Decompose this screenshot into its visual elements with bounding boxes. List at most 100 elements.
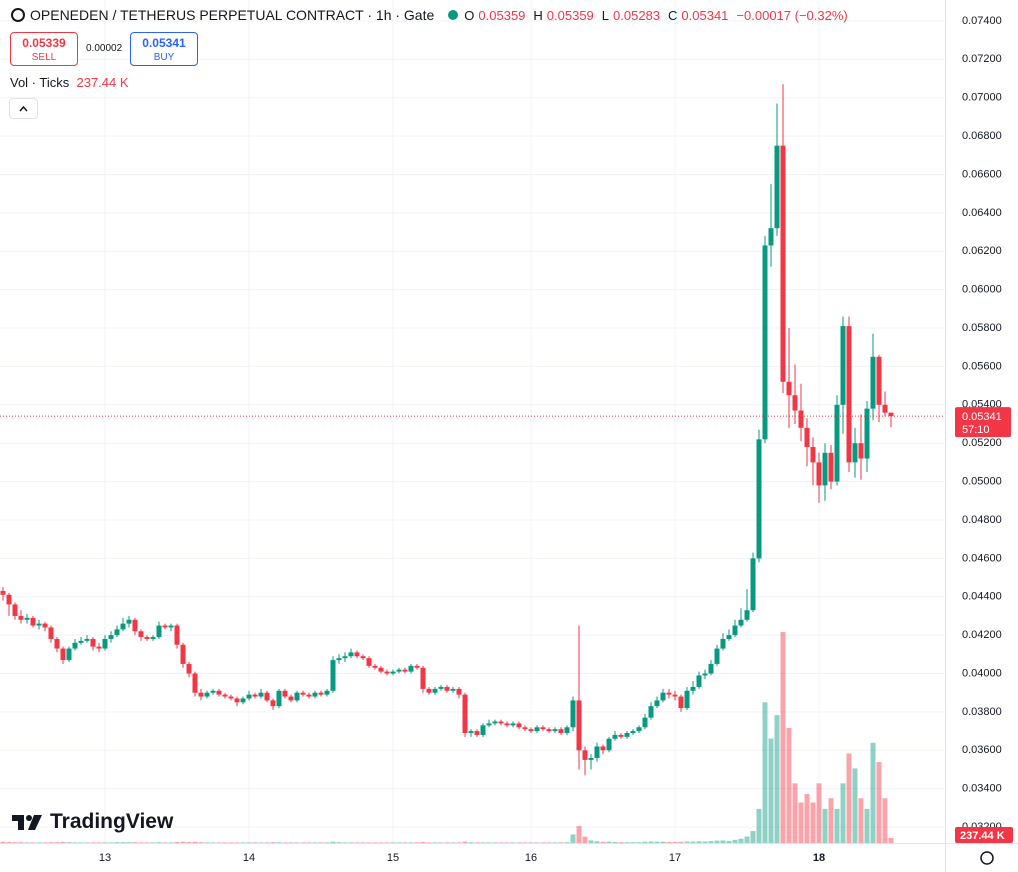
volume-bar [264, 842, 270, 843]
candle-body [804, 427, 810, 448]
volume-bar [690, 841, 696, 843]
candle-body [810, 447, 816, 463]
candle-body [54, 638, 60, 649]
collapse-button[interactable] [9, 98, 38, 119]
low-key: L [601, 7, 610, 23]
y-tick-label: 0.07000 [962, 92, 1002, 104]
candle-body [474, 731, 480, 735]
candle-body [684, 690, 690, 709]
y-tick-label: 0.03600 [962, 744, 1002, 756]
candle-body [300, 692, 306, 695]
x-tick-label: 14 [243, 852, 255, 864]
volume-bar [780, 632, 786, 843]
candle-body [84, 638, 90, 641]
volume-bar [162, 842, 168, 843]
spread: 0.00002 [86, 43, 123, 54]
volume-bar [252, 842, 258, 843]
volume-bar [342, 842, 348, 843]
candle-body [540, 727, 546, 730]
candle-body [546, 729, 552, 732]
volume-bar [804, 793, 810, 843]
volume-bar [54, 842, 60, 843]
candle-body [504, 723, 510, 726]
volume-bar [882, 798, 888, 843]
candle-body [342, 656, 348, 659]
candle-body [528, 729, 534, 732]
volume-bar [516, 842, 522, 843]
volume-bar [810, 802, 816, 843]
sell-button[interactable]: 0.05339 SELL [10, 32, 78, 66]
candle-body [618, 734, 624, 737]
candle-body [156, 625, 162, 638]
candle-body [384, 671, 390, 674]
volume-bar [546, 842, 552, 843]
volume-bar [306, 842, 312, 843]
volume-bar [450, 842, 456, 843]
candle-body [252, 694, 258, 697]
candle-body [414, 665, 420, 668]
y-tick-label: 0.04600 [962, 552, 1002, 564]
candle-body [390, 671, 396, 674]
candle-body [444, 686, 450, 691]
candle-body [738, 619, 744, 626]
volume-bar [720, 840, 726, 843]
candle-body [402, 669, 408, 672]
candle-body [198, 692, 204, 697]
candle-body [660, 692, 666, 701]
volume-bar [30, 842, 36, 843]
volume-bar [630, 842, 636, 843]
market-status [448, 10, 459, 20]
y-tick-label: 0.04200 [962, 629, 1002, 641]
volume-bar [750, 831, 756, 843]
candle-body [522, 727, 528, 730]
volume-bar [828, 798, 834, 843]
candle-body [30, 617, 36, 626]
volume-bar [408, 842, 414, 843]
volume-bar [864, 808, 870, 843]
volume-bar [192, 841, 198, 843]
candle-body [108, 635, 114, 639]
candle-body [60, 648, 66, 661]
candle-body [24, 617, 30, 620]
symbol-title: OPENEDEN / TETHERUS PERPETUAL CONTRACT ·… [30, 7, 435, 23]
volume-axis-box [955, 827, 1013, 843]
volume-bar [234, 842, 240, 843]
candle-body [192, 673, 198, 693]
candle-body [696, 675, 702, 687]
candle-body [456, 688, 462, 695]
volume-bar [198, 842, 204, 843]
volume-bar [648, 841, 654, 843]
candle-body [720, 638, 726, 649]
candle-body [330, 660, 336, 691]
volume-bar [0, 841, 6, 843]
volume-bar [756, 808, 762, 843]
volume-bar [186, 841, 192, 843]
candle-body [366, 658, 372, 666]
open-value: 0.05359 [478, 7, 526, 23]
volume-legend: Vol · Ticks 237.44 K [10, 75, 129, 90]
candle-body [552, 729, 558, 732]
candle-body [36, 623, 42, 626]
candle-body [126, 619, 132, 624]
candle-body [378, 667, 384, 672]
y-tick-label: 0.05800 [962, 322, 1002, 334]
volume-bar [12, 842, 18, 843]
candle-body [210, 690, 216, 693]
candle-body [312, 692, 318, 697]
candle-body [336, 658, 342, 661]
volume-bar [294, 842, 300, 843]
y-tick-label: 0.06800 [962, 130, 1002, 142]
buy-button[interactable]: 0.05341 BUY [130, 32, 198, 66]
volume-bar [792, 783, 798, 843]
volume-bar [204, 842, 210, 843]
volume-bar [822, 808, 828, 843]
volume-bar [540, 842, 546, 843]
candle-body [354, 652, 360, 657]
volume-bar [18, 842, 24, 843]
volume-bar [114, 842, 120, 843]
volume-bar [336, 842, 342, 843]
settings-icon[interactable] [980, 851, 994, 865]
volume-bar [762, 702, 768, 843]
low-value: 0.05283 [613, 7, 661, 23]
